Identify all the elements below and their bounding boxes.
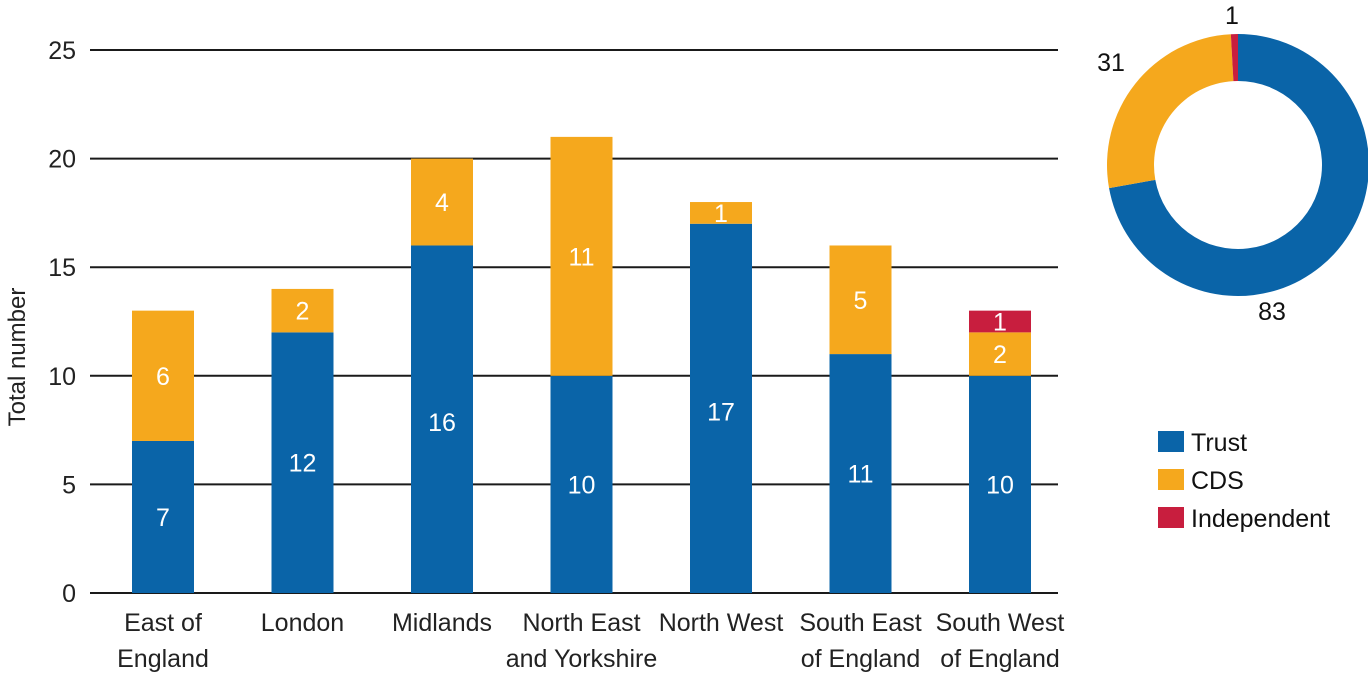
bar-cds-6 xyxy=(969,332,1031,376)
x-category-label-1-0: London xyxy=(261,609,344,637)
bar-value-label-cds-5: 5 xyxy=(854,287,868,315)
donut-chart: 83 31 1 xyxy=(1097,2,1368,326)
donut-slice-independent xyxy=(1230,34,1238,82)
x-category-label-4-0: North West xyxy=(659,609,784,637)
x-category-label-3-1: and Yorkshire xyxy=(506,645,658,673)
x-category-label-3-0: North East xyxy=(522,609,640,637)
bar-value-label-cds-1: 2 xyxy=(296,298,310,326)
bar-trust-2 xyxy=(411,245,473,594)
bar-trust-4 xyxy=(690,223,752,593)
bar-trust-5 xyxy=(829,354,892,593)
y-tick-label-5: 5 xyxy=(62,471,76,499)
x-category-label-2-0: Midlands xyxy=(392,609,492,637)
bar-value-label-cds-4: 1 xyxy=(714,200,728,228)
bar-trust-3 xyxy=(550,375,613,593)
bar-trust-0 xyxy=(132,440,194,593)
donut-slice-trust xyxy=(1109,34,1368,296)
bar-value-label-trust-3: 10 xyxy=(568,471,596,499)
bar-value-label-trust-1: 12 xyxy=(289,450,317,478)
bar-cds-0 xyxy=(132,310,194,441)
bar-cds-2 xyxy=(411,158,473,246)
x-category-label-5-0: South East xyxy=(799,609,921,637)
x-category-label-5-1: of England xyxy=(801,645,921,673)
y-tick-label-0: 0 xyxy=(62,580,76,608)
bar-value-label-trust-2: 16 xyxy=(428,409,456,437)
bar-trust-1 xyxy=(271,332,334,593)
legend-label-trust: Trust xyxy=(1191,429,1247,457)
legend-swatch-independent xyxy=(1158,507,1184,528)
y-axis-title: Total number xyxy=(4,288,31,427)
x-category-label-0-1: England xyxy=(117,645,209,673)
bar-value-label-cds-2: 4 xyxy=(435,189,449,217)
x-category-label-6-1: of England xyxy=(940,645,1060,673)
x-category-label-0-0: East of xyxy=(124,609,202,637)
bar-value-label-cds-6: 2 xyxy=(993,341,1007,369)
legend-swatch-trust xyxy=(1158,431,1184,452)
bar-independent-6 xyxy=(969,310,1031,333)
y-tick-label-15: 15 xyxy=(48,254,76,282)
y-tick-label-25: 25 xyxy=(48,37,76,65)
bar-value-label-trust-4: 17 xyxy=(707,398,735,426)
y-tick-label-20: 20 xyxy=(48,146,76,174)
legend: Trust CDS Independent xyxy=(1158,429,1330,533)
bar-cds-5 xyxy=(829,245,892,355)
bar-cds-1 xyxy=(271,288,334,333)
donut-label-trust: 83 xyxy=(1258,298,1286,326)
bar-cds-3 xyxy=(550,136,613,376)
bar-trust-6 xyxy=(969,375,1031,593)
legend-swatch-cds xyxy=(1158,469,1184,490)
bar-value-label-independent-6: 1 xyxy=(993,309,1007,337)
bar-value-label-cds-0: 6 xyxy=(156,363,170,391)
donut-slice-cds xyxy=(1107,34,1234,189)
bar-value-label-cds-3: 11 xyxy=(569,243,595,271)
donut-label-independent: 1 xyxy=(1225,2,1239,30)
bar-value-label-trust-5: 11 xyxy=(848,461,874,489)
bar-cds-4 xyxy=(690,202,752,224)
legend-label-cds: CDS xyxy=(1191,467,1244,495)
legend-label-independent: Independent xyxy=(1191,505,1330,533)
donut-label-cds: 31 xyxy=(1097,49,1125,77)
bar-value-label-trust-0: 7 xyxy=(156,504,170,532)
stacked-bars xyxy=(132,136,1031,594)
x-category-label-6-0: South West xyxy=(936,609,1065,637)
y-tick-label-10: 10 xyxy=(48,363,76,391)
bar-value-label-trust-6: 10 xyxy=(986,471,1014,499)
